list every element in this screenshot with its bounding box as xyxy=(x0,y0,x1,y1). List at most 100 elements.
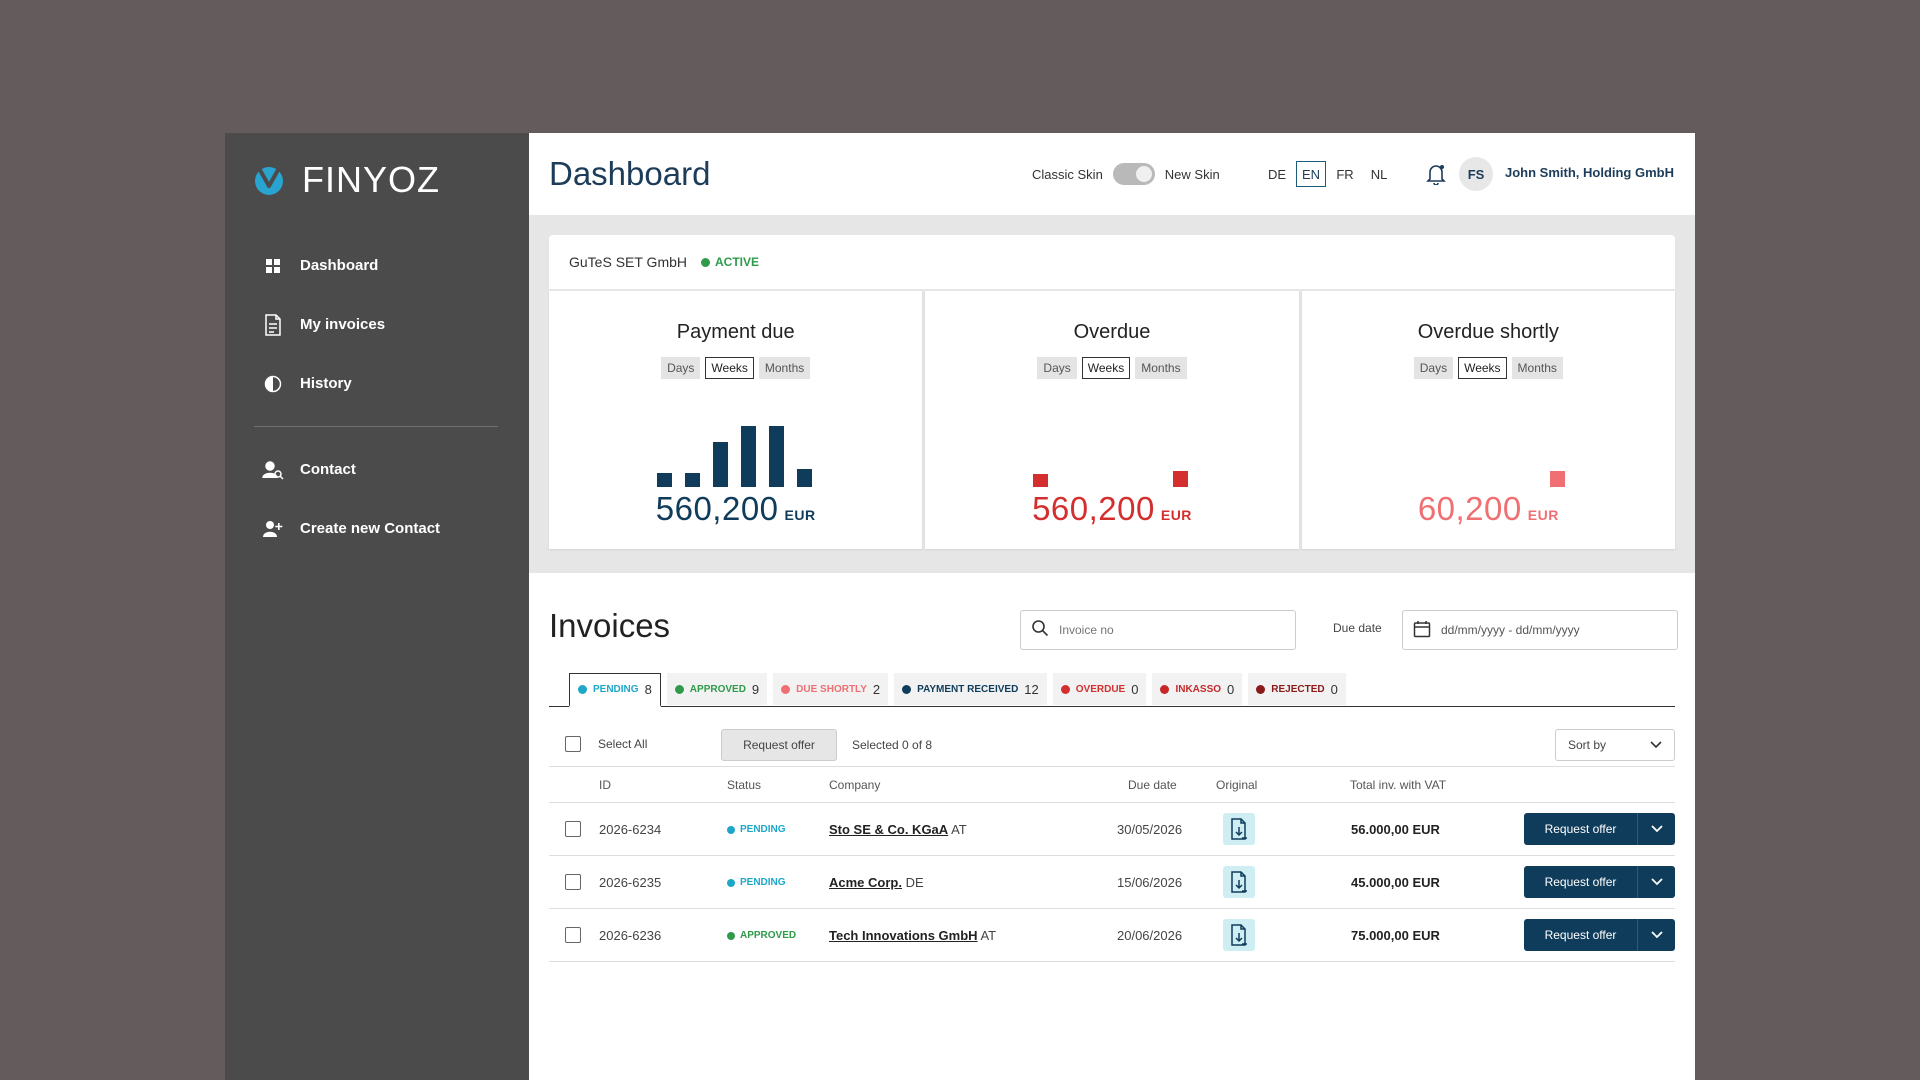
dot-icon xyxy=(727,878,735,887)
dot-icon xyxy=(727,825,735,834)
period-weeks[interactable]: Weeks xyxy=(1081,357,1131,379)
invoice-id: 2026-6234 xyxy=(599,822,662,837)
contact-search-icon xyxy=(262,459,284,481)
tab-inkasso[interactable]: INKASSO 0 xyxy=(1152,673,1243,705)
period-days[interactable]: Days xyxy=(1037,357,1077,379)
row-status: APPROVED xyxy=(727,930,796,941)
tab-label: PAYMENT RECEIVED xyxy=(917,683,1019,695)
chevron-down-icon[interactable] xyxy=(1638,866,1675,898)
tab-pending[interactable]: PENDING 8 xyxy=(569,673,661,707)
half-circle-icon xyxy=(262,373,284,395)
row-amount: 56.000,00 EUR xyxy=(1351,822,1440,837)
kpi-amount: 560,200 xyxy=(1032,490,1155,527)
logo[interactable]: FINYOZ xyxy=(254,159,440,201)
request-offer-button[interactable]: Request offer xyxy=(1524,866,1638,898)
tab-payment-received[interactable]: PAYMENT RECEIVED 12 xyxy=(894,673,1047,705)
period-months[interactable]: Months xyxy=(1511,357,1563,379)
download-document-icon[interactable] xyxy=(1223,919,1255,951)
chevron-down-icon[interactable] xyxy=(1638,919,1675,951)
topbar: Dashboard xyxy=(529,133,1695,215)
sort-by-select[interactable]: Sort by xyxy=(1555,729,1675,761)
table-row: 2026-6235 PENDING Acme Corp. DE 15/06/20… xyxy=(549,856,1675,909)
status-tabs: PENDING 8 APPROVED 9 DUE SHORTLY 2 PAYMENT … xyxy=(549,673,1675,707)
col-total[interactable]: Total inv. with VAT xyxy=(1350,778,1447,792)
sidebar-item-contact[interactable]: Contact xyxy=(254,440,498,499)
col-id[interactable]: ID xyxy=(599,778,611,792)
request-offer-button[interactable]: Request offer xyxy=(1524,919,1638,951)
request-offer-button[interactable]: Request offer xyxy=(1524,813,1638,845)
lang-fr[interactable]: FR xyxy=(1336,166,1354,182)
period-days[interactable]: Days xyxy=(1413,357,1454,379)
lang-en[interactable]: EN xyxy=(1296,161,1326,187)
tab-label: APPROVED xyxy=(689,683,746,695)
document-icon xyxy=(262,313,284,336)
tab-overdue[interactable]: OVERDUE 0 xyxy=(1052,673,1147,705)
period-weeks[interactable]: Weeks xyxy=(1458,357,1507,379)
tab-count: 9 xyxy=(751,681,760,697)
row-checkbox[interactable] xyxy=(565,927,581,943)
kpi-bar xyxy=(713,442,728,487)
tab-due-shortly[interactable]: DUE SHORTLY 2 xyxy=(773,673,889,705)
status-badge: ACTIVE xyxy=(701,255,759,269)
col-status[interactable]: Status xyxy=(727,778,762,792)
skin-new-label: New Skin xyxy=(1164,166,1220,182)
user-name[interactable]: John Smith, Holding GmbH xyxy=(1505,165,1674,180)
tab-rejected[interactable]: REJECTED 0 xyxy=(1248,673,1346,705)
chevron-down-icon[interactable] xyxy=(1638,813,1675,845)
skin-toggle[interactable] xyxy=(1112,163,1155,185)
avatar[interactable]: FS xyxy=(1459,157,1493,191)
row-checkbox[interactable] xyxy=(565,821,581,837)
skin-switch: Classic Skin New Skin xyxy=(1032,163,1220,185)
company-country: AT xyxy=(951,822,967,837)
col-company[interactable]: Company xyxy=(829,778,881,792)
lang-nl[interactable]: NL xyxy=(1370,166,1388,182)
select-all-checkbox[interactable] xyxy=(565,736,581,752)
sidebar-item-label: Contact xyxy=(300,461,356,478)
selection-count: Selected 0 of 8 xyxy=(852,738,933,752)
select-all-label: Select All xyxy=(598,737,648,751)
app-window: FINYOZ Dashboard My invoices History xyxy=(225,133,1695,1080)
main-content: Dashboard Classic Skin New Skin DE EN FR… xyxy=(529,133,1695,1080)
company-link[interactable]: Acme Corp. xyxy=(829,875,902,890)
sidebar-item-label: My invoices xyxy=(300,316,386,333)
kpi-unit: EUR xyxy=(784,507,816,523)
sidebar-item-history[interactable]: History xyxy=(254,354,498,413)
sidebar-item-my-invoices[interactable]: My invoices xyxy=(254,295,498,354)
download-document-icon[interactable] xyxy=(1223,866,1255,898)
kpi-bar xyxy=(1173,471,1189,487)
company-link[interactable]: Tech Innovations GmbH xyxy=(829,928,978,943)
period-months[interactable]: Months xyxy=(758,357,811,379)
kpi-card-payment-due: Payment due Days Weeks Months 560,200 EUR xyxy=(549,291,923,549)
period-selector: Days Weeks Months xyxy=(1302,357,1675,379)
row-checkbox[interactable] xyxy=(565,874,581,890)
tab-count: 2 xyxy=(872,681,881,697)
dot-icon xyxy=(674,684,684,694)
company-country: AT xyxy=(980,928,997,943)
sidebar-item-create-contact[interactable]: Create new Contact xyxy=(254,499,498,558)
invoices-title: Invoices xyxy=(549,607,671,644)
kpi-bar xyxy=(1549,471,1565,487)
col-due-date[interactable]: Due date xyxy=(1128,778,1177,792)
request-offer-bulk-button[interactable]: Request offer xyxy=(721,729,837,761)
skin-classic-label: Classic Skin xyxy=(1032,166,1103,182)
lang-de[interactable]: DE xyxy=(1267,166,1287,182)
download-document-icon[interactable] xyxy=(1223,813,1255,845)
search-icon xyxy=(1031,619,1049,642)
kpi-amount: 60,200 xyxy=(1417,490,1522,527)
period-weeks[interactable]: Weeks xyxy=(705,357,754,379)
row-status: PENDING xyxy=(727,824,786,835)
dot-icon xyxy=(902,684,912,694)
invoice-search[interactable] xyxy=(1020,610,1296,650)
tab-count: 12 xyxy=(1024,681,1039,697)
company-link[interactable]: Sto SE & Co. KGaA xyxy=(829,822,949,837)
dot-icon xyxy=(781,684,791,694)
sidebar-item-dashboard[interactable]: Dashboard xyxy=(254,236,498,295)
kpi-bar xyxy=(769,426,784,487)
period-days[interactable]: Days xyxy=(661,357,701,379)
company-bar: GuTeS SET GmbH ACTIVE xyxy=(549,235,1675,289)
bell-icon[interactable] xyxy=(1426,163,1446,186)
period-months[interactable]: Months xyxy=(1135,357,1187,379)
search-input[interactable] xyxy=(1059,623,1269,637)
tab-approved[interactable]: APPROVED 9 xyxy=(666,673,768,705)
date-range-input[interactable]: dd/mm/yyyy - dd/mm/yyyy xyxy=(1402,610,1678,650)
